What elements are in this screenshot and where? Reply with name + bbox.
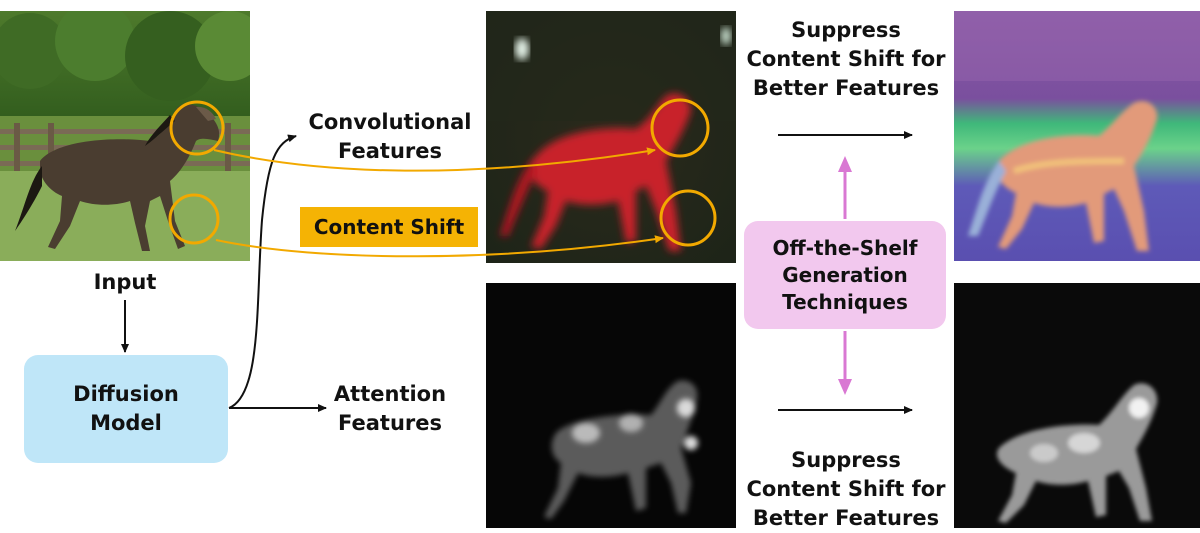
conv-feature-map: [486, 11, 736, 263]
diffusion-model-line: Diffusion: [73, 382, 179, 406]
input-label: Input: [93, 270, 157, 294]
suppress-top-line: Content Shift for: [746, 47, 946, 71]
suppressed-conv-illustration: [954, 11, 1200, 261]
suppress-top-line: Better Features: [752, 76, 940, 100]
off-the-shelf-box: Off-the-Shelf Generation Techniques: [744, 221, 946, 329]
input-horse-image: [0, 11, 250, 261]
conv-features-label: Convolutional Features: [290, 108, 490, 166]
suppressed-conv-feature-map: [954, 11, 1200, 261]
off-the-shelf-line: Generation: [782, 262, 908, 287]
suppress-bottom-line: Suppress: [791, 448, 901, 472]
suppress-top-line: Suppress: [791, 18, 901, 42]
suppress-top-label: Suppress Content Shift for Better Featur…: [740, 16, 952, 103]
attention-features-line: Features: [338, 411, 442, 435]
suppressed-attention-feature-map: [954, 283, 1200, 528]
attention-features-line: Attention: [333, 382, 447, 406]
diffusion-model-box: Diffusion Model: [24, 355, 228, 463]
horse-photo-illustration: [0, 11, 250, 261]
suppress-bottom-line: Content Shift for: [746, 477, 946, 501]
attention-features-label: Attention Features: [300, 380, 480, 438]
diffusion-model-line: Model: [90, 411, 162, 435]
conv-feature-illustration: [486, 11, 736, 263]
conv-features-line: Convolutional: [308, 110, 472, 134]
content-shift-badge: Content Shift: [300, 207, 478, 247]
attention-feature-illustration: [486, 283, 736, 528]
suppress-bottom-label: Suppress Content Shift for Better Featur…: [740, 446, 952, 533]
suppressed-attention-illustration: [954, 283, 1200, 528]
suppress-bottom-line: Better Features: [752, 506, 940, 530]
off-the-shelf-line: Techniques: [782, 289, 908, 314]
attention-feature-map: [486, 283, 736, 528]
off-the-shelf-line: Off-the-Shelf: [772, 235, 918, 260]
conv-features-line: Features: [338, 139, 442, 163]
